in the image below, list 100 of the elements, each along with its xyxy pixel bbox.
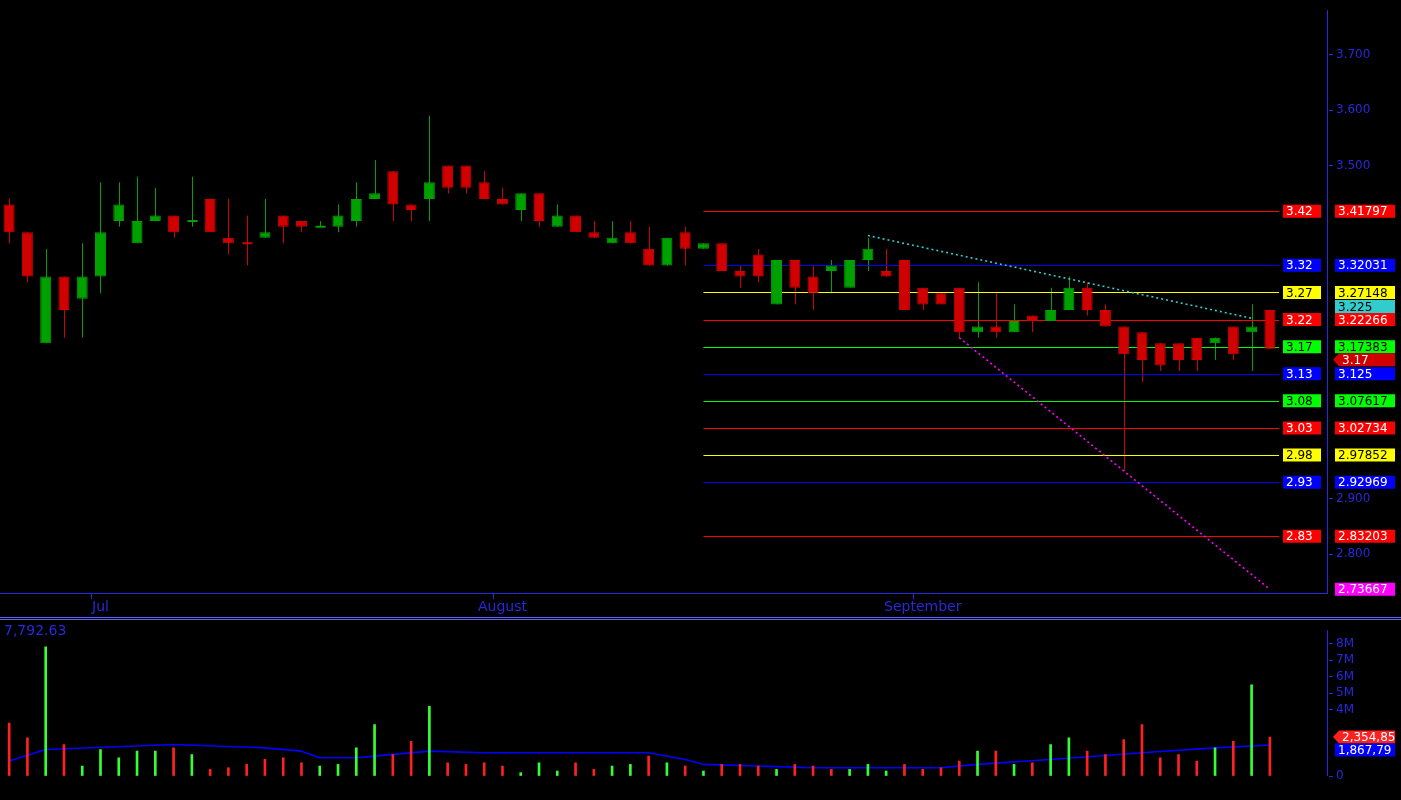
ref-line-label: 3.42 (1286, 204, 1313, 219)
text: 3.22266 (1338, 312, 1388, 327)
text: 3.125 (1338, 366, 1373, 381)
bar (300, 762, 303, 776)
candlestick (423, 115, 435, 222)
bar (683, 765, 687, 776)
candlestick (259, 198, 271, 239)
bar (117, 757, 121, 776)
ref-line-label: 3.08 (1286, 393, 1313, 408)
candlestick (1081, 281, 1093, 316)
bar (756, 765, 760, 776)
bar (592, 769, 596, 776)
y-tick-label: 3.500 (1336, 157, 1371, 172)
candlestick (332, 203, 344, 233)
y-tick-label: 5M (1336, 685, 1354, 700)
candlestick (1191, 337, 1203, 372)
candlestick (350, 181, 362, 228)
bar (629, 764, 632, 776)
bar (775, 769, 778, 776)
bar (501, 765, 504, 776)
bar (153, 750, 157, 776)
y-tick-label: 8M (1336, 635, 1354, 650)
candlestick (76, 242, 88, 339)
candlestick (1008, 303, 1020, 333)
bar (519, 772, 523, 776)
x-tick-label: Jul (91, 598, 109, 615)
text: 3.17383 (1338, 339, 1388, 354)
bar (574, 762, 577, 776)
bar (99, 749, 102, 776)
bar (1049, 744, 1052, 776)
ref-line-label: 2.83 (1286, 529, 1313, 544)
candlestick (1063, 276, 1075, 311)
y-tick-label: 7M (1336, 652, 1354, 667)
bar (1250, 684, 1253, 776)
candlestick (186, 176, 199, 228)
bar (1158, 757, 1162, 776)
bar (1122, 739, 1126, 776)
bar (1104, 754, 1107, 776)
candlestick (734, 265, 746, 289)
bar (903, 764, 906, 776)
candlestick (131, 176, 143, 244)
candlestick (862, 237, 874, 272)
bar (1177, 754, 1180, 776)
y-tick-label: 3.700 (1336, 46, 1371, 61)
text: 3.17 (1342, 352, 1369, 367)
bar (245, 764, 248, 776)
y-tick-label: 2.800 (1336, 546, 1371, 561)
ref-line-label: 2.93 (1286, 475, 1313, 490)
bar (957, 760, 961, 776)
bar (281, 757, 285, 776)
bar (26, 737, 29, 776)
text: 1,867,79 (1338, 743, 1392, 758)
ref-line-label: 3.27 (1286, 285, 1313, 300)
candlestick (241, 215, 254, 267)
x-tick-label: August (477, 598, 528, 615)
bar (1195, 760, 1199, 776)
bar (848, 769, 851, 776)
candlestick (442, 165, 454, 194)
ref-line-label: 2.98 (1286, 448, 1313, 463)
bar (44, 646, 48, 776)
y-tick-label: 4M (1336, 701, 1354, 716)
bar (318, 765, 322, 776)
bar (482, 762, 486, 776)
x-tick-label: September (884, 598, 962, 615)
text: 2.73667 (1338, 582, 1388, 597)
bar (354, 747, 358, 776)
y-tick-label: 6M (1336, 668, 1354, 683)
annotation: 7,792.63 (4, 621, 67, 638)
candlestick (460, 165, 472, 194)
bar (172, 747, 175, 776)
ref-line-label: 3.32 (1286, 258, 1313, 273)
text: 3.41797 (1338, 204, 1388, 219)
text: 3.02734 (1338, 421, 1388, 436)
candlestick (369, 159, 381, 200)
bar (1231, 740, 1235, 776)
bar (793, 764, 797, 776)
bar (921, 769, 925, 776)
text: 3.07617 (1338, 393, 1388, 408)
candlestick (752, 248, 764, 283)
candlestick (880, 248, 892, 278)
bar (80, 765, 84, 776)
bar (373, 724, 376, 776)
text: 3.32031 (1338, 258, 1388, 273)
bar (227, 767, 230, 776)
y-tick-label: 0 (1336, 768, 1344, 783)
y-tick-label: 3.600 (1336, 102, 1371, 117)
bar (720, 764, 724, 776)
candlestick (277, 215, 289, 244)
bar (446, 762, 449, 776)
bar (555, 770, 559, 776)
text: 3.225 (1338, 299, 1373, 314)
ref-line-label: 3.13 (1286, 366, 1313, 381)
text: 3.27148 (1338, 285, 1388, 300)
text: 2.97852 (1338, 448, 1388, 463)
bar (830, 769, 833, 776)
ref-line-label: 3.22 (1286, 312, 1313, 327)
bar (1031, 762, 1034, 776)
text: 2,354,85 (1342, 730, 1396, 745)
bar (994, 750, 998, 776)
bar (647, 755, 650, 776)
